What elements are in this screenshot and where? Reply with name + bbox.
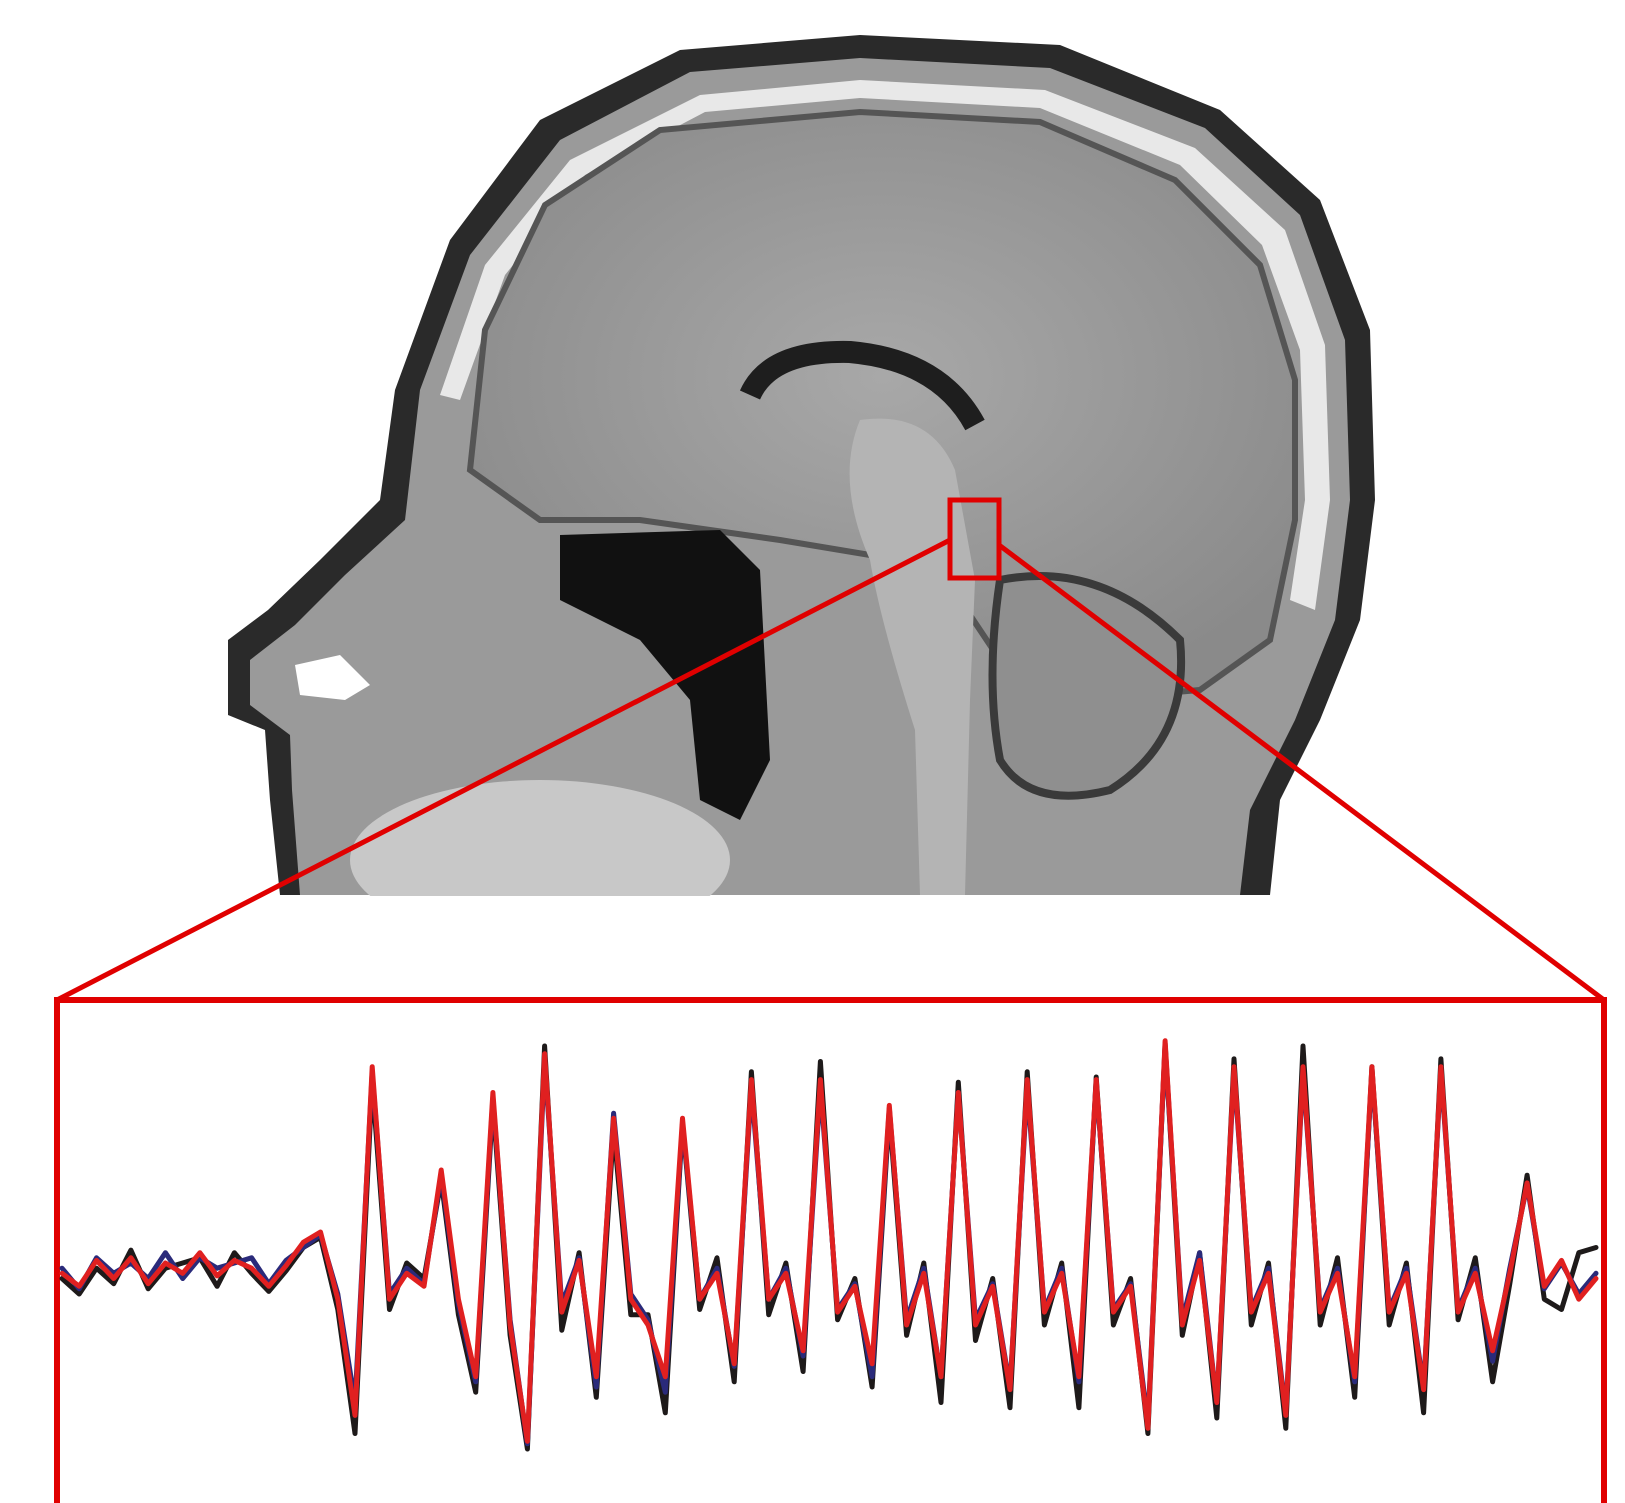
trace-line <box>62 1041 1596 1442</box>
page: (() => { const data = JSON.parse(documen… <box>0 0 1625 1503</box>
mri-image <box>220 35 1420 956</box>
figure <box>0 0 1625 1503</box>
traces <box>62 1041 1596 1449</box>
trace-line <box>62 1046 1596 1444</box>
trace-line <box>62 1043 1596 1449</box>
image-cutoff <box>220 896 1420 956</box>
